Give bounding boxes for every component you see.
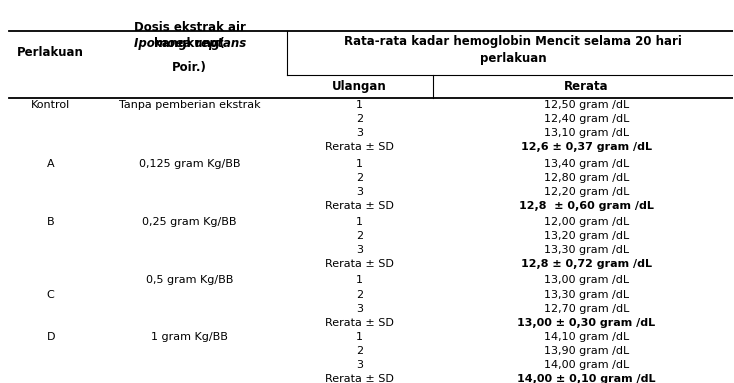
Text: 12,50 gram /dL: 12,50 gram /dL bbox=[544, 100, 629, 110]
Text: 2: 2 bbox=[356, 173, 363, 183]
Text: 3: 3 bbox=[356, 128, 363, 138]
Text: Rerata ± SD: Rerata ± SD bbox=[325, 142, 394, 152]
Text: 0,25 gram Kg/BB: 0,25 gram Kg/BB bbox=[142, 217, 237, 227]
Text: 13,90 gram /dL: 13,90 gram /dL bbox=[544, 346, 629, 356]
Text: 1: 1 bbox=[356, 100, 363, 110]
Text: 13,30 gram /dL: 13,30 gram /dL bbox=[544, 245, 629, 255]
Text: 12,70 gram /dL: 12,70 gram /dL bbox=[544, 304, 629, 314]
Text: 14,10 gram /dL: 14,10 gram /dL bbox=[544, 332, 629, 342]
Text: 1: 1 bbox=[356, 217, 363, 227]
Text: 13,00 gram /dL: 13,00 gram /dL bbox=[544, 275, 629, 285]
Text: 0,5 gram Kg/BB: 0,5 gram Kg/BB bbox=[146, 275, 233, 285]
Text: 1: 1 bbox=[356, 159, 363, 169]
Text: Tanpa pemberian ekstrak: Tanpa pemberian ekstrak bbox=[119, 100, 261, 110]
Text: Rerata ± SD: Rerata ± SD bbox=[325, 259, 394, 269]
Text: Ipomoea reptans: Ipomoea reptans bbox=[134, 5, 246, 50]
Text: 1: 1 bbox=[356, 275, 363, 285]
Text: 3: 3 bbox=[356, 245, 363, 255]
Text: B: B bbox=[47, 217, 54, 227]
Text: 3: 3 bbox=[356, 187, 363, 197]
Text: 12,00 gram /dL: 12,00 gram /dL bbox=[544, 217, 629, 227]
Text: 13,20 gram /dL: 13,20 gram /dL bbox=[544, 231, 629, 241]
Text: 12,80 gram /dL: 12,80 gram /dL bbox=[544, 173, 629, 183]
Text: 12,20 gram /dL: 12,20 gram /dL bbox=[544, 187, 629, 197]
Text: 2: 2 bbox=[356, 231, 363, 241]
Text: Ulangan: Ulangan bbox=[333, 80, 387, 93]
Text: 12,8  ± 0,60 gram /dL: 12,8 ± 0,60 gram /dL bbox=[519, 201, 654, 211]
Text: 2: 2 bbox=[356, 290, 363, 300]
Text: 12,40 gram /dL: 12,40 gram /dL bbox=[544, 114, 629, 124]
Text: D: D bbox=[46, 332, 55, 342]
Text: 13,30 gram /dL: 13,30 gram /dL bbox=[544, 290, 629, 300]
Text: Dosis ekstrak air
kangkung(: Dosis ekstrak air kangkung( bbox=[134, 21, 246, 50]
Text: 2: 2 bbox=[356, 346, 363, 356]
Text: 14,00 ± 0,10 gram /dL: 14,00 ± 0,10 gram /dL bbox=[517, 374, 655, 383]
Text: 14,00 gram /dL: 14,00 gram /dL bbox=[544, 360, 629, 370]
Text: 12,8 ± 0,72 gram /dL: 12,8 ± 0,72 gram /dL bbox=[521, 259, 652, 269]
Text: Poir.): Poir.) bbox=[172, 62, 207, 74]
Text: Rerata ± SD: Rerata ± SD bbox=[325, 201, 394, 211]
Text: 3: 3 bbox=[356, 304, 363, 314]
Text: Kontrol: Kontrol bbox=[31, 100, 70, 110]
Text: 2: 2 bbox=[356, 114, 363, 124]
Text: 0,125 gram Kg/BB: 0,125 gram Kg/BB bbox=[139, 159, 241, 169]
Text: 13,00 ± 0,30 gram /dL: 13,00 ± 0,30 gram /dL bbox=[517, 318, 655, 328]
Text: C: C bbox=[47, 290, 54, 300]
Text: A: A bbox=[47, 159, 54, 169]
Text: 1 gram Kg/BB: 1 gram Kg/BB bbox=[151, 332, 228, 342]
Text: Rata-rata kadar hemoglobin Mencit selama 20 hari
perlakuan: Rata-rata kadar hemoglobin Mencit selama… bbox=[344, 34, 682, 65]
Text: 13,40 gram /dL: 13,40 gram /dL bbox=[544, 159, 629, 169]
Text: 13,10 gram /dL: 13,10 gram /dL bbox=[544, 128, 629, 138]
Text: 1: 1 bbox=[356, 332, 363, 342]
Text: Rerata ± SD: Rerata ± SD bbox=[325, 374, 394, 383]
Text: Rerata ± SD: Rerata ± SD bbox=[325, 318, 394, 328]
Text: Rerata: Rerata bbox=[564, 80, 608, 93]
Text: 12,6 ± 0,37 gram /dL: 12,6 ± 0,37 gram /dL bbox=[521, 142, 652, 152]
Text: 3: 3 bbox=[356, 360, 363, 370]
Text: Perlakuan: Perlakuan bbox=[18, 46, 84, 59]
